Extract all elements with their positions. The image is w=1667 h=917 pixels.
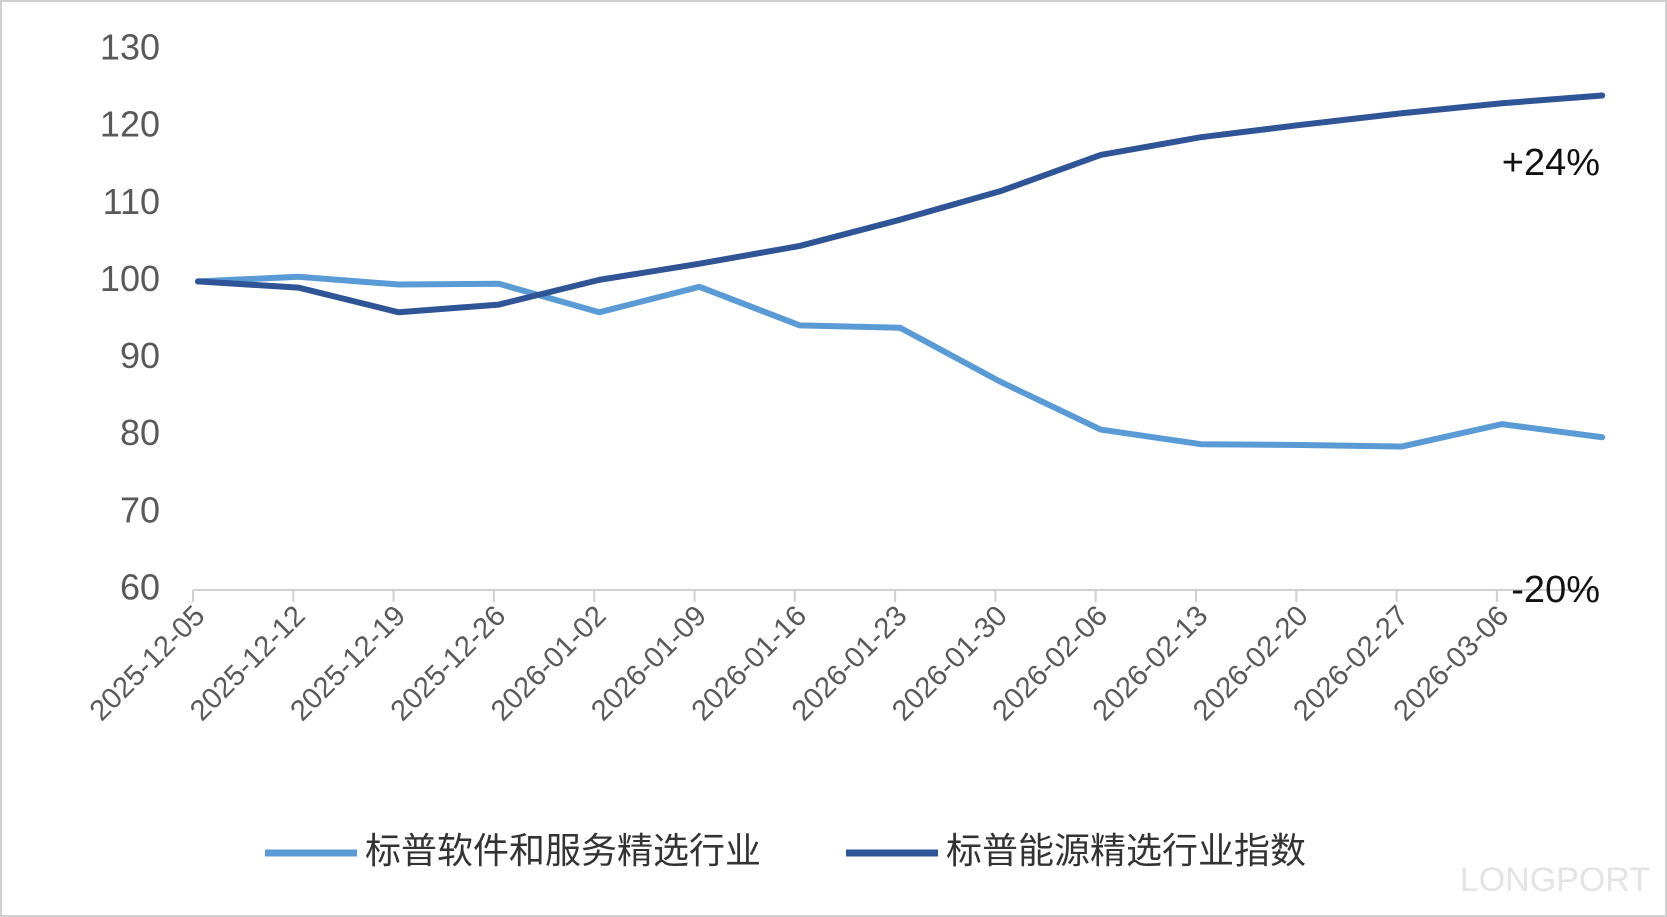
y-tick-label: 80 <box>120 412 160 453</box>
y-tick-label: 90 <box>120 335 160 376</box>
annotation: +24% <box>1502 142 1600 184</box>
watermark: LONGPORT <box>1460 861 1650 899</box>
y-tick-label: 110 <box>103 181 160 222</box>
series-line <box>195 92 1606 316</box>
y-tick-label: 100 <box>100 258 160 299</box>
annotation: -20% <box>1511 569 1600 611</box>
legend-label: 标普软件和服务精选行业 <box>365 831 761 872</box>
y-tick-label: 120 <box>100 104 160 145</box>
series-line <box>195 273 1606 450</box>
legend-label: 标普能源精选行业指数 <box>946 831 1306 872</box>
y-tick-label: 60 <box>120 567 160 608</box>
y-tick-label: 130 <box>100 27 160 68</box>
y-tick-label: 70 <box>120 489 160 530</box>
